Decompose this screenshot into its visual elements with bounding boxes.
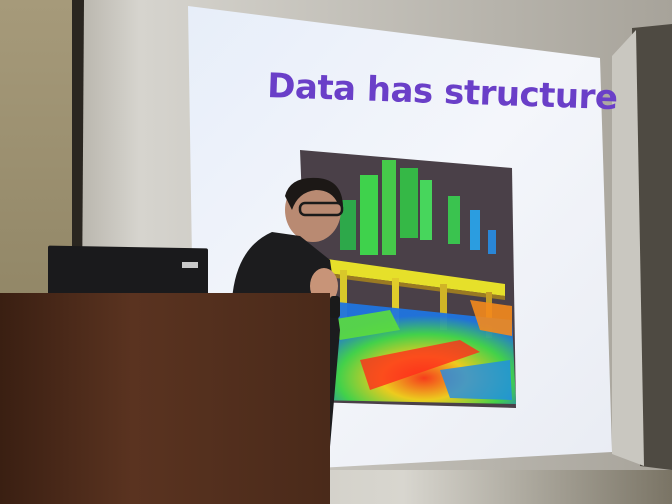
screen-right-inner — [612, 30, 644, 466]
presenter-hair — [285, 177, 343, 210]
laptop-sticker — [182, 262, 198, 268]
screen-edge — [72, 0, 84, 300]
podium — [0, 293, 330, 504]
clicker — [330, 296, 340, 318]
point-cloud-image — [300, 150, 516, 408]
presenter-glasses — [298, 201, 344, 217]
